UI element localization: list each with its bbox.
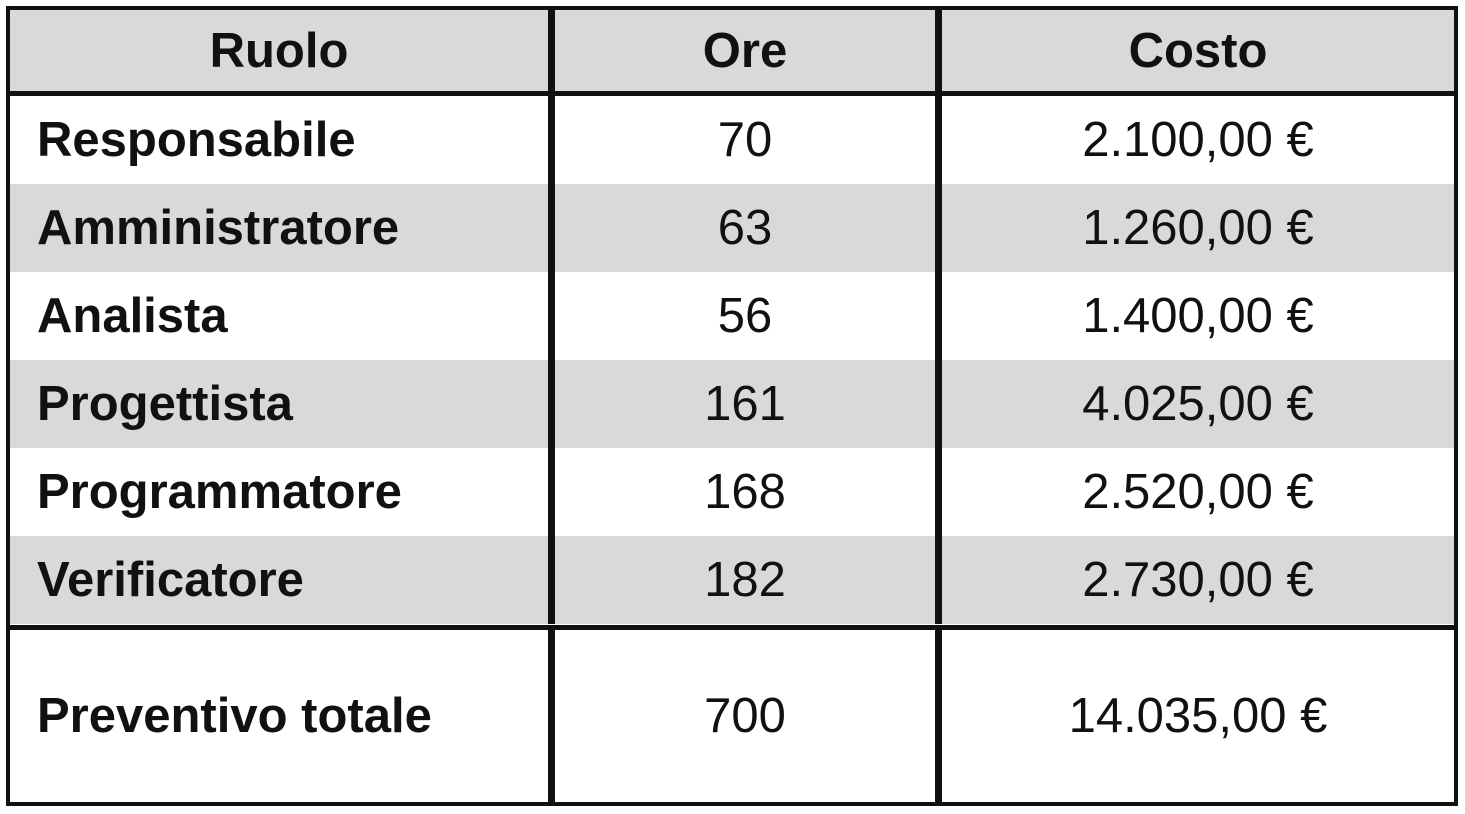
hours-cell: 70 (548, 96, 935, 184)
header-role: Ruolo (209, 23, 349, 78)
cost-cell: 2.730,00 € (935, 536, 1454, 624)
table-row: Progettista 161 4.025,00 € (10, 360, 1454, 448)
hours-cell: 168 (548, 448, 935, 536)
table-row: Analista 56 1.400,00 € (10, 272, 1454, 360)
table-row: Responsabile 70 2.100,00 € (10, 96, 1454, 184)
role-cell: Responsabile (37, 113, 356, 167)
hours-cell: 56 (548, 272, 935, 360)
header-cost: Costo (935, 10, 1454, 91)
table-row: Programmatore 168 2.520,00 € (10, 448, 1454, 536)
hours-cell: 63 (548, 184, 935, 272)
total-cost: 14.035,00 € (935, 630, 1454, 802)
role-cell: Verificatore (37, 553, 304, 607)
total-row: Preventivo totale 700 14.035,00 € (10, 625, 1454, 802)
budget-table: Ruolo Ore Costo Responsabile 70 2.100,00… (6, 6, 1458, 806)
cost-cell: 2.100,00 € (935, 96, 1454, 184)
role-cell: Analista (37, 289, 228, 343)
cost-cell: 4.025,00 € (935, 360, 1454, 448)
table-row: Amministratore 63 1.260,00 € (10, 184, 1454, 272)
total-hours: 700 (548, 630, 935, 802)
hours-cell: 182 (548, 536, 935, 624)
table-row: Verificatore 182 2.730,00 € (10, 536, 1454, 624)
header-hours: Ore (548, 10, 935, 91)
hours-cell: 161 (548, 360, 935, 448)
role-cell: Amministratore (37, 201, 400, 255)
cost-cell: 1.400,00 € (935, 272, 1454, 360)
total-label: Preventivo totale (37, 689, 432, 743)
cost-cell: 1.260,00 € (935, 184, 1454, 272)
cost-cell: 2.520,00 € (935, 448, 1454, 536)
table-header-row: Ruolo Ore Costo (10, 10, 1454, 96)
role-cell: Programmatore (37, 465, 402, 519)
role-cell: Progettista (37, 377, 293, 431)
